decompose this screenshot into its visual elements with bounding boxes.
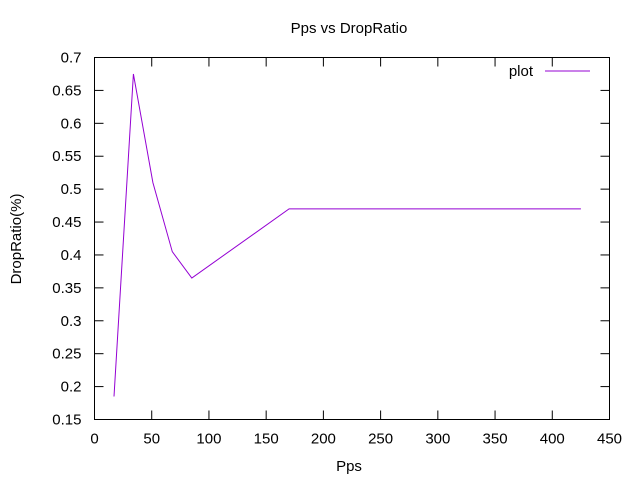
x-axis: 0 50 100 150 200 250 300 350 400 450 xyxy=(90,57,622,448)
series-line-plot xyxy=(113,73,581,397)
plot-frame xyxy=(94,57,610,420)
legend: plot xyxy=(509,63,590,80)
series-layer xyxy=(113,73,581,397)
x-tick-label: 350 xyxy=(483,431,508,448)
y-tick-label: 0.3 xyxy=(61,313,82,330)
y-tick-label: 0.65 xyxy=(52,82,81,99)
y-axis-title: DropRatio(%) xyxy=(8,194,25,285)
chart-title: Pps vs DropRatio xyxy=(291,20,408,37)
x-axis-title: Pps xyxy=(336,458,362,475)
y-tick-label: 0.45 xyxy=(52,214,81,231)
y-tick-label: 0.15 xyxy=(52,412,81,429)
x-tick-label: 300 xyxy=(425,431,450,448)
y-tick-label: 0.5 xyxy=(61,181,82,198)
y-tick-label: 0.2 xyxy=(61,379,82,396)
y-tick-label: 0.35 xyxy=(52,280,81,297)
x-tick-label: 0 xyxy=(90,431,98,448)
y-tick-label: 0.55 xyxy=(52,148,81,165)
x-tick-label: 50 xyxy=(143,431,160,448)
x-tick-label: 250 xyxy=(368,431,393,448)
y-tick-label: 0.6 xyxy=(61,115,82,132)
y-tick-label: 0.25 xyxy=(52,346,81,363)
y-axis: 0.15 0.2 0.25 0.3 0.35 0.4 0.45 0.5 0.55 0.6 0.65 0… xyxy=(52,50,610,429)
x-tick-label: 450 xyxy=(597,431,622,448)
x-tick-label: 150 xyxy=(254,431,279,448)
y-tick-label: 0.4 xyxy=(61,247,82,264)
legend-label-plot: plot xyxy=(509,63,534,80)
x-tick-label: 400 xyxy=(540,431,565,448)
y-tick-label: 0.7 xyxy=(61,50,82,67)
x-tick-label: 100 xyxy=(196,431,221,448)
x-tick-label: 200 xyxy=(311,431,336,448)
